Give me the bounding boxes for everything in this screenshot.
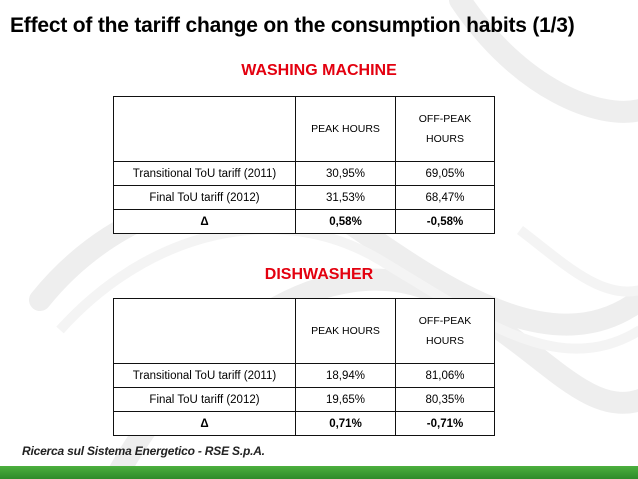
peak-value: 18,94% xyxy=(295,363,396,388)
table-row: Transitional ToU tariff (2011) 30,95% 69… xyxy=(113,161,495,186)
offpeak-header-line2: HOURS xyxy=(426,335,464,347)
row-label: Transitional ToU tariff (2011) xyxy=(113,363,296,388)
row-label: Final ToU tariff (2012) xyxy=(113,387,296,412)
offpeak-hours-header: OFF-PEAK HOURS xyxy=(395,298,495,364)
peak-value: 0,58% xyxy=(295,209,396,234)
row-label: Δ xyxy=(113,209,296,234)
offpeak-header-line1: OFF-PEAK xyxy=(418,113,472,125)
delta-row: Δ 0,71% -0,71% xyxy=(113,411,495,436)
table-row: Final ToU tariff (2012) 19,65% 80,35% xyxy=(113,387,495,412)
section-heading-dishwasher: DISHWASHER xyxy=(264,266,374,283)
offpeak-header-line2: HOURS xyxy=(426,133,464,145)
peak-hours-header: PEAK HOURS xyxy=(295,96,396,162)
peak-value: 0,71% xyxy=(295,411,396,436)
offpeak-value: -0,71% xyxy=(395,411,495,436)
offpeak-value: 68,47% xyxy=(395,185,495,210)
offpeak-value: 69,05% xyxy=(395,161,495,186)
corner-cell xyxy=(113,96,296,162)
footer-bar xyxy=(0,466,638,479)
offpeak-value: -0,58% xyxy=(395,209,495,234)
row-label: Final ToU tariff (2012) xyxy=(113,185,296,210)
offpeak-value: 80,35% xyxy=(395,387,495,412)
offpeak-value: 81,06% xyxy=(395,363,495,388)
corner-cell xyxy=(113,298,296,364)
offpeak-hours-header: OFF-PEAK HOURS xyxy=(395,96,495,162)
section-heading-washing-machine: WASHING MACHINE xyxy=(241,62,397,79)
table-row: Final ToU tariff (2012) 31,53% 68,47% xyxy=(113,185,495,210)
offpeak-header-line1: OFF-PEAK xyxy=(418,315,472,327)
row-label: Δ xyxy=(113,411,296,436)
peak-value: 19,65% xyxy=(295,387,396,412)
peak-value: 31,53% xyxy=(295,185,396,210)
page-title: Effect of the tariff change on the consu… xyxy=(10,14,575,37)
row-label: Transitional ToU tariff (2011) xyxy=(113,161,296,186)
peak-hours-header: PEAK HOURS xyxy=(295,298,396,364)
footer-organization-name: Ricerca sul Sistema Energetico - RSE S.p… xyxy=(22,444,265,458)
table-header-row: PEAK HOURS OFF-PEAK HOURS xyxy=(113,298,495,364)
dishwasher-table: PEAK HOURS OFF-PEAK HOURS Transitional T… xyxy=(113,298,495,436)
peak-value: 30,95% xyxy=(295,161,396,186)
table-row: Transitional ToU tariff (2011) 18,94% 81… xyxy=(113,363,495,388)
washing-machine-table: PEAK HOURS OFF-PEAK HOURS Transitional T… xyxy=(113,96,495,234)
table-header-row: PEAK HOURS OFF-PEAK HOURS xyxy=(113,96,495,162)
delta-row: Δ 0,58% -0,58% xyxy=(113,209,495,234)
